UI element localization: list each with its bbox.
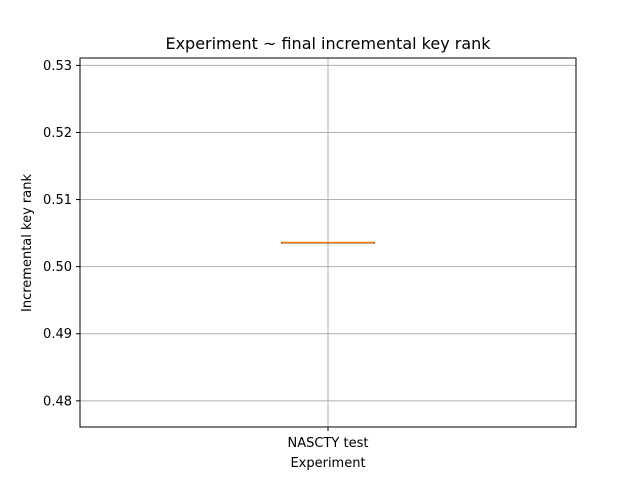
box-layer [281,241,375,244]
y-tick-label: 0.51 [43,193,72,208]
y-tick-label: 0.50 [43,260,72,275]
y-tick-label: 0.49 [43,327,72,342]
chart-title: Experiment ~ final incremental key rank [165,34,491,53]
x-tick-label: NASCTY test [288,436,369,451]
y-tick-label: 0.53 [43,59,72,74]
tick-layer: 0.48 0.49 0.50 0.51 0.52 0.53 NASCTY test [43,59,368,451]
y-tick-label: 0.52 [43,126,72,141]
x-axis-label: Experiment [290,456,365,471]
y-tick-label: 0.48 [43,394,72,409]
grid-layer [80,58,576,427]
y-axis-label: Incremental key rank [20,174,35,312]
